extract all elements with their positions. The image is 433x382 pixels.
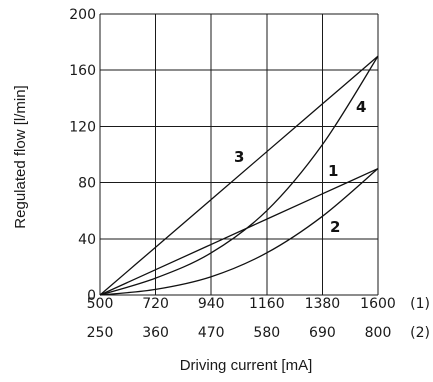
y-tick-label: 200	[69, 7, 96, 23]
x-tick-label-row1: 1600	[360, 296, 396, 312]
curve-labels: 1 2 3 4	[234, 98, 366, 236]
x-tick-labels: 500 720 940 1160 1380 1600 250 360 470 580 690 800	[87, 296, 396, 341]
curves	[99, 55, 379, 296]
x-tick-label-row2: 470	[198, 325, 225, 341]
x-tick-label-row1: 1160	[249, 296, 285, 312]
x-tick-label-row1: 1380	[305, 296, 341, 312]
row-marker-2: (2)	[410, 325, 430, 341]
curve-label-3: 3	[234, 148, 244, 166]
x-tick-label-row2: 800	[365, 325, 392, 341]
curve-label-2: 2	[330, 218, 340, 236]
y-axis-title: Regulated flow [l/min]	[12, 85, 29, 228]
row-marker-1: (1)	[410, 296, 430, 312]
y-tick-label: 160	[69, 63, 96, 79]
y-tick-label: 120	[69, 119, 96, 135]
y-tick-labels: 0 40 80 120 160 200	[69, 7, 96, 304]
x-tick-label-row2: 360	[142, 325, 169, 341]
curve-label-4: 4	[356, 98, 366, 116]
x-tick-label-row2: 690	[309, 325, 336, 341]
x-tick-label-row2: 580	[253, 325, 280, 341]
x-tick-label-row1: 720	[142, 296, 169, 312]
x-tick-label-row1: 500	[87, 296, 114, 312]
y-tick-label: 0	[87, 288, 96, 304]
x-axis-title: Driving current [mA]	[180, 357, 313, 374]
y-tick-label: 40	[78, 232, 96, 248]
curve-label-1: 1	[328, 162, 338, 180]
curve-3	[99, 55, 379, 296]
curve-2	[99, 168, 379, 296]
grid	[99, 13, 379, 296]
y-tick-label: 80	[78, 176, 96, 192]
x-tick-label-row2: 250	[87, 325, 114, 341]
curve-1	[99, 167, 379, 296]
x-tick-label-row1: 940	[198, 296, 225, 312]
curve-4	[99, 55, 379, 296]
